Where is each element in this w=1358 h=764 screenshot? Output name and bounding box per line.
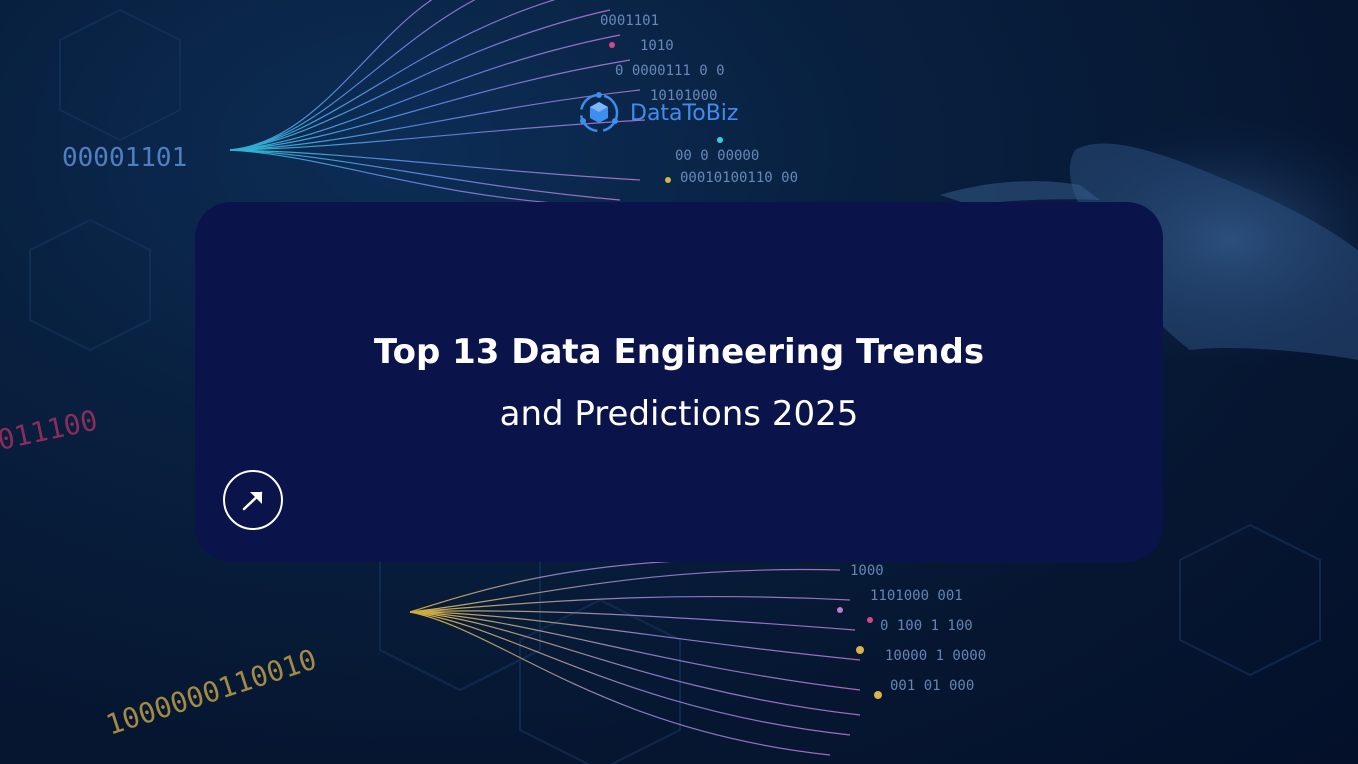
arrow-up-right-icon bbox=[242, 491, 263, 511]
svg-text:00 0 00000: 00 0 00000 bbox=[675, 148, 759, 164]
svg-text:10101000: 10101000 bbox=[650, 88, 717, 104]
open-article-button[interactable] bbox=[223, 470, 283, 530]
page-title: Top 13 Data Engineering Trends bbox=[373, 332, 985, 372]
binary-bottom-grid: 1000 1101000 001 0 100 1 100 10000 1 000… bbox=[850, 563, 986, 694]
svg-text:1101000 001: 1101000 001 bbox=[870, 588, 963, 604]
svg-text:1000: 1000 bbox=[850, 563, 884, 579]
bottom-fiber-fan bbox=[409, 559, 861, 756]
svg-text:0 100 1 100: 0 100 1 100 bbox=[880, 618, 973, 634]
page-subtitle: and Predictions 2025 bbox=[499, 394, 859, 434]
binary-streams: 00001101 011100 1000000110010 0001101 10… bbox=[0, 13, 986, 742]
brand-logo-lockup[interactable]: DataToBiz bbox=[576, 90, 738, 136]
binary-top-grid: 0001101 1010 0 0000111 0 0 10101000 00 0… bbox=[600, 13, 798, 186]
binary-mid-left: 011100 bbox=[0, 404, 100, 457]
svg-text:0 0000111 0 0: 0 0000111 0 0 bbox=[615, 63, 725, 79]
datatobiz-logo-icon bbox=[579, 92, 619, 133]
title-card: Top 13 Data Engineering Trends and Predi… bbox=[195, 202, 1163, 562]
binary-top-left: 00001101 bbox=[62, 143, 187, 173]
svg-text:10000 1 0000: 10000 1 0000 bbox=[885, 648, 986, 664]
svg-text:1010: 1010 bbox=[640, 38, 674, 54]
svg-text:001 01 000: 001 01 000 bbox=[890, 678, 974, 694]
binary-bottom-left: 1000000110010 bbox=[102, 643, 321, 742]
data-dots bbox=[609, 42, 882, 699]
svg-text:00010100110 00: 00010100110 00 bbox=[680, 170, 798, 186]
svg-text:0001101: 0001101 bbox=[600, 13, 659, 29]
brand-name: DataToBiz bbox=[630, 100, 739, 126]
top-fiber-fan bbox=[229, 0, 650, 206]
